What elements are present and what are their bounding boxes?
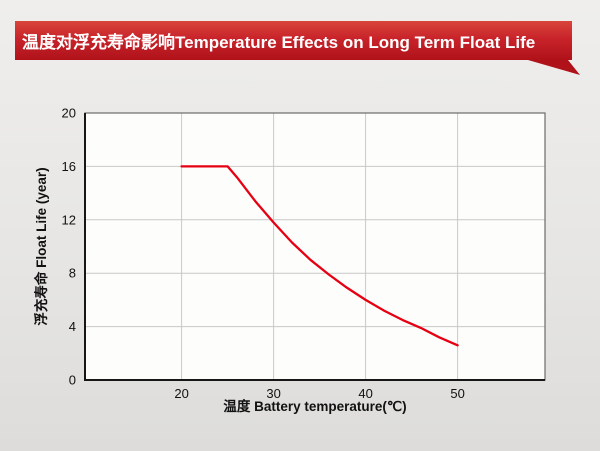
banner-title: 温度对浮充寿命影响Temperature Effects on Long Ter… — [22, 33, 536, 52]
x-tick-label: 20 — [174, 386, 188, 401]
x-axis-title: 温度 Battery temperature(℃) — [223, 398, 406, 414]
float-life-chart: 0 4 8 12 16 20 20 30 40 50 浮充寿命 Float Life (year)… — [0, 95, 600, 445]
x-tick-label: 50 — [450, 386, 464, 401]
title-banner: 温度对浮充寿命影响Temperature Effects on Long Ter… — [15, 21, 572, 60]
plot-area — [85, 113, 545, 380]
y-tick-label: 0 — [69, 373, 76, 388]
series-line-float-life — [180, 165, 459, 347]
y-tick-label: 16 — [62, 159, 76, 174]
y-tick-label: 12 — [62, 212, 76, 227]
chart-generated-layer: 0 4 8 12 16 20 20 30 40 50 — [62, 106, 546, 401]
x-tick-label: 30 — [266, 386, 280, 401]
x-tick-label: 40 — [358, 386, 372, 401]
y-tick-label: 20 — [62, 106, 76, 121]
line-chart-svg: 0 4 8 12 16 20 20 30 40 50 浮充寿命 Float Life (year)… — [33, 106, 546, 414]
y-axis-title: 浮充寿命 Float Life (year) — [33, 167, 49, 325]
axis-lines — [84, 113, 545, 381]
y-tick-label: 4 — [69, 319, 76, 334]
y-tick-label: 8 — [69, 266, 76, 281]
banner-tail-icon — [528, 60, 580, 75]
